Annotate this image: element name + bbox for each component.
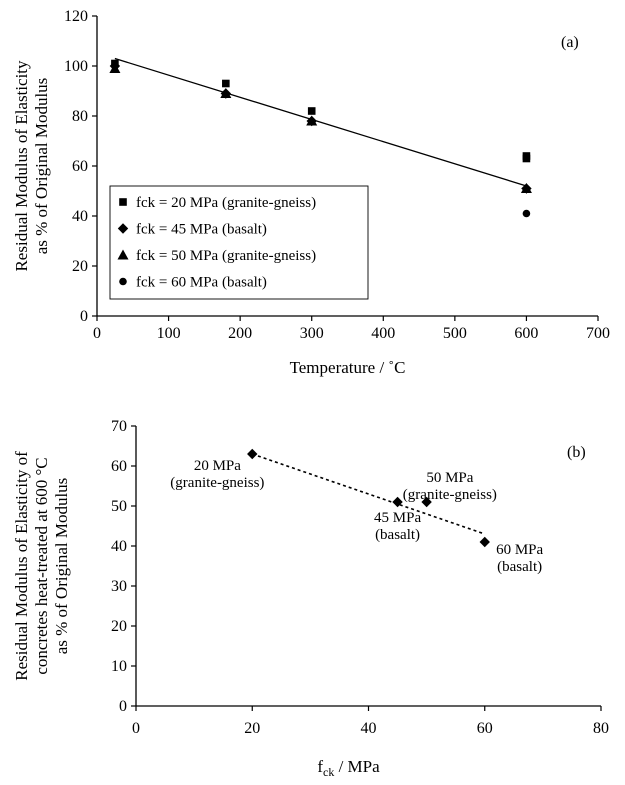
panel-a-x-axis-title: Temperature / ˚C xyxy=(290,358,406,377)
panel-b-point xyxy=(247,448,258,460)
panel-a-legend-box xyxy=(109,185,369,300)
panel-b-y-tick-label: 40 xyxy=(111,538,127,555)
panel-b-x-tick-label: 0 xyxy=(132,720,140,737)
panel-b-x-axis-title-rest: / MPa xyxy=(334,757,380,776)
panel-b-annotation-line: 45 MPa xyxy=(374,510,421,526)
panel-a-y-tick-label: 0 xyxy=(80,308,88,325)
panel-a-legend-marker-triangle xyxy=(117,249,129,260)
panel-b-y-tick-label: 30 xyxy=(111,578,127,595)
panel-b-point xyxy=(421,496,432,508)
panel-a-x-tick-label: 400 xyxy=(371,325,395,342)
panel-a-legend-marker-square xyxy=(119,198,127,206)
panel-a-trendline xyxy=(114,57,527,187)
panel-b-y-axis-title: Residual Modulus of Elasticity of concret… xyxy=(12,451,71,681)
panel-b-point xyxy=(479,536,490,548)
panel-a-y-ticks: 0 20 40 60 80 100 120 xyxy=(64,8,97,325)
panel-a-y-tick-label: 20 xyxy=(72,258,88,275)
panel-a-legend-label: fck = 45 MPa (basalt) xyxy=(136,222,267,238)
panel-a-x-tick-label: 0 xyxy=(93,325,101,342)
panel-b-annotation-line: 20 MPa xyxy=(194,458,241,474)
panel-a-x-tick-label: 700 xyxy=(586,325,610,342)
panel-a-x-tick-label: 600 xyxy=(514,325,538,342)
panel-a-legend-label: fck = 60 MPa (basalt) xyxy=(136,275,267,291)
panel-b-points xyxy=(247,448,490,548)
panel-a-y-axis-title-line: as % of Original Modulus xyxy=(32,78,51,255)
panel-b-x-axis-title-sub: ck xyxy=(323,765,334,779)
panel-a-legend-marker-circle xyxy=(119,277,127,286)
panel-a-legend-marker-diamond xyxy=(117,223,129,234)
panel-b-y-axis-title-line: as % of Original Modulus xyxy=(52,478,71,655)
panel-b-annotation-line: (granite-gneiss) xyxy=(170,475,264,491)
panel-b-point xyxy=(392,496,403,508)
panel-b-y-tick-label: 10 xyxy=(111,658,127,675)
panel-b-x-tick-label: 80 xyxy=(593,720,609,737)
panel-b-y-ticks: 0 10 20 30 40 50 60 70 xyxy=(111,418,136,715)
panel-a-x-ticks: 0 100 200 300 400 500 600 700 xyxy=(93,316,610,342)
panel-b-trendline xyxy=(251,453,486,535)
panel-b-y-tick-label: 60 xyxy=(111,458,127,475)
panel-b-annotation-line: (basalt) xyxy=(497,559,542,575)
panel-a-legend: fck = 20 MPa (granite-gneiss) fck = 45 MP… xyxy=(109,185,369,300)
panel-a-y-tick-label: 60 xyxy=(72,158,88,175)
panel-a-point-square xyxy=(222,79,230,88)
panel-b-annotation-line: (granite-gneiss) xyxy=(403,487,497,503)
panel-b-y-tick-label: 0 xyxy=(119,698,127,715)
panel-a-point-circle xyxy=(522,209,531,218)
panel-a-legend-label: fck = 20 MPa (granite-gneiss) xyxy=(136,195,316,211)
panel-b-x-tick-label: 40 xyxy=(361,720,377,737)
panel-b-y-axis-title-line: concretes heat-treated at 600 °C xyxy=(32,457,51,674)
panel-a-label: (a) xyxy=(561,34,579,51)
panel-b-annotations: 20 MPa(granite-gneiss)45 MPa(basalt)50 M… xyxy=(170,458,543,575)
panel-b-trendline-line xyxy=(251,453,486,535)
panel-a-y-axis-title: Residual Modulus of Elasticity as % of Or… xyxy=(12,60,51,272)
panel-a-point-square xyxy=(522,154,531,163)
panel-a-y-tick-label: 120 xyxy=(64,8,88,25)
panel-a-point-square xyxy=(307,107,316,115)
panel-a-x-tick-label: 300 xyxy=(300,325,324,342)
panel-b-annotation-line: (basalt) xyxy=(375,527,420,543)
panel-a-y-tick-label: 100 xyxy=(64,58,88,75)
panel-a-points xyxy=(109,59,532,218)
panel-a-point-triangle xyxy=(220,88,232,98)
panel-b-x-ticks: 0 20 40 60 80 xyxy=(132,706,609,737)
panel-a-x-tick-label: 500 xyxy=(443,325,467,342)
panel-b-x-tick-label: 60 xyxy=(477,720,493,737)
panel-b-y-tick-label: 20 xyxy=(111,618,127,635)
panel-a-x-tick-label: 200 xyxy=(228,325,252,342)
panel-b-x-tick-label: 20 xyxy=(244,720,260,737)
panel-b-annotation-line: 50 MPa xyxy=(426,470,473,486)
panel-b-x-axis-title-main: f xyxy=(317,757,323,776)
panel-b-annotation-line: 60 MPa xyxy=(496,542,543,558)
panel-b-y-tick-label: 70 xyxy=(111,418,127,435)
panel-a-y-tick-label: 40 xyxy=(72,208,88,225)
panel-b-y-axis-title-line: Residual Modulus of Elasticity of xyxy=(12,451,31,681)
panel-a-legend-label: fck = 50 MPa (granite-gneiss) xyxy=(136,248,316,264)
panel-a-y-axis-title-line: Residual Modulus of Elasticity xyxy=(12,60,31,272)
panel-b-y-tick-label: 50 xyxy=(111,498,127,515)
panel-a: Residual Modulus of Elasticity as % of Or… xyxy=(12,8,610,377)
panel-a-y-tick-label: 80 xyxy=(72,108,88,125)
panel-b-label: (b) xyxy=(567,444,586,461)
panel-b-x-axis-title: fck / MPa xyxy=(317,757,380,779)
panel-b: Residual Modulus of Elasticity of concret… xyxy=(12,418,609,779)
panel-a-point-triangle xyxy=(520,183,532,193)
panel-a-point-circle xyxy=(111,62,119,70)
panel-a-x-tick-label: 100 xyxy=(157,325,181,342)
panel-a-trendline-line xyxy=(114,57,527,187)
panel-a-point-triangle xyxy=(306,115,318,126)
